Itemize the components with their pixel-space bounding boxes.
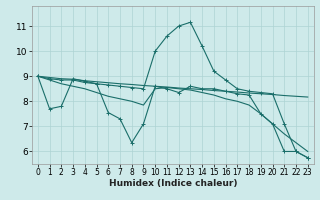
- X-axis label: Humidex (Indice chaleur): Humidex (Indice chaleur): [108, 179, 237, 188]
